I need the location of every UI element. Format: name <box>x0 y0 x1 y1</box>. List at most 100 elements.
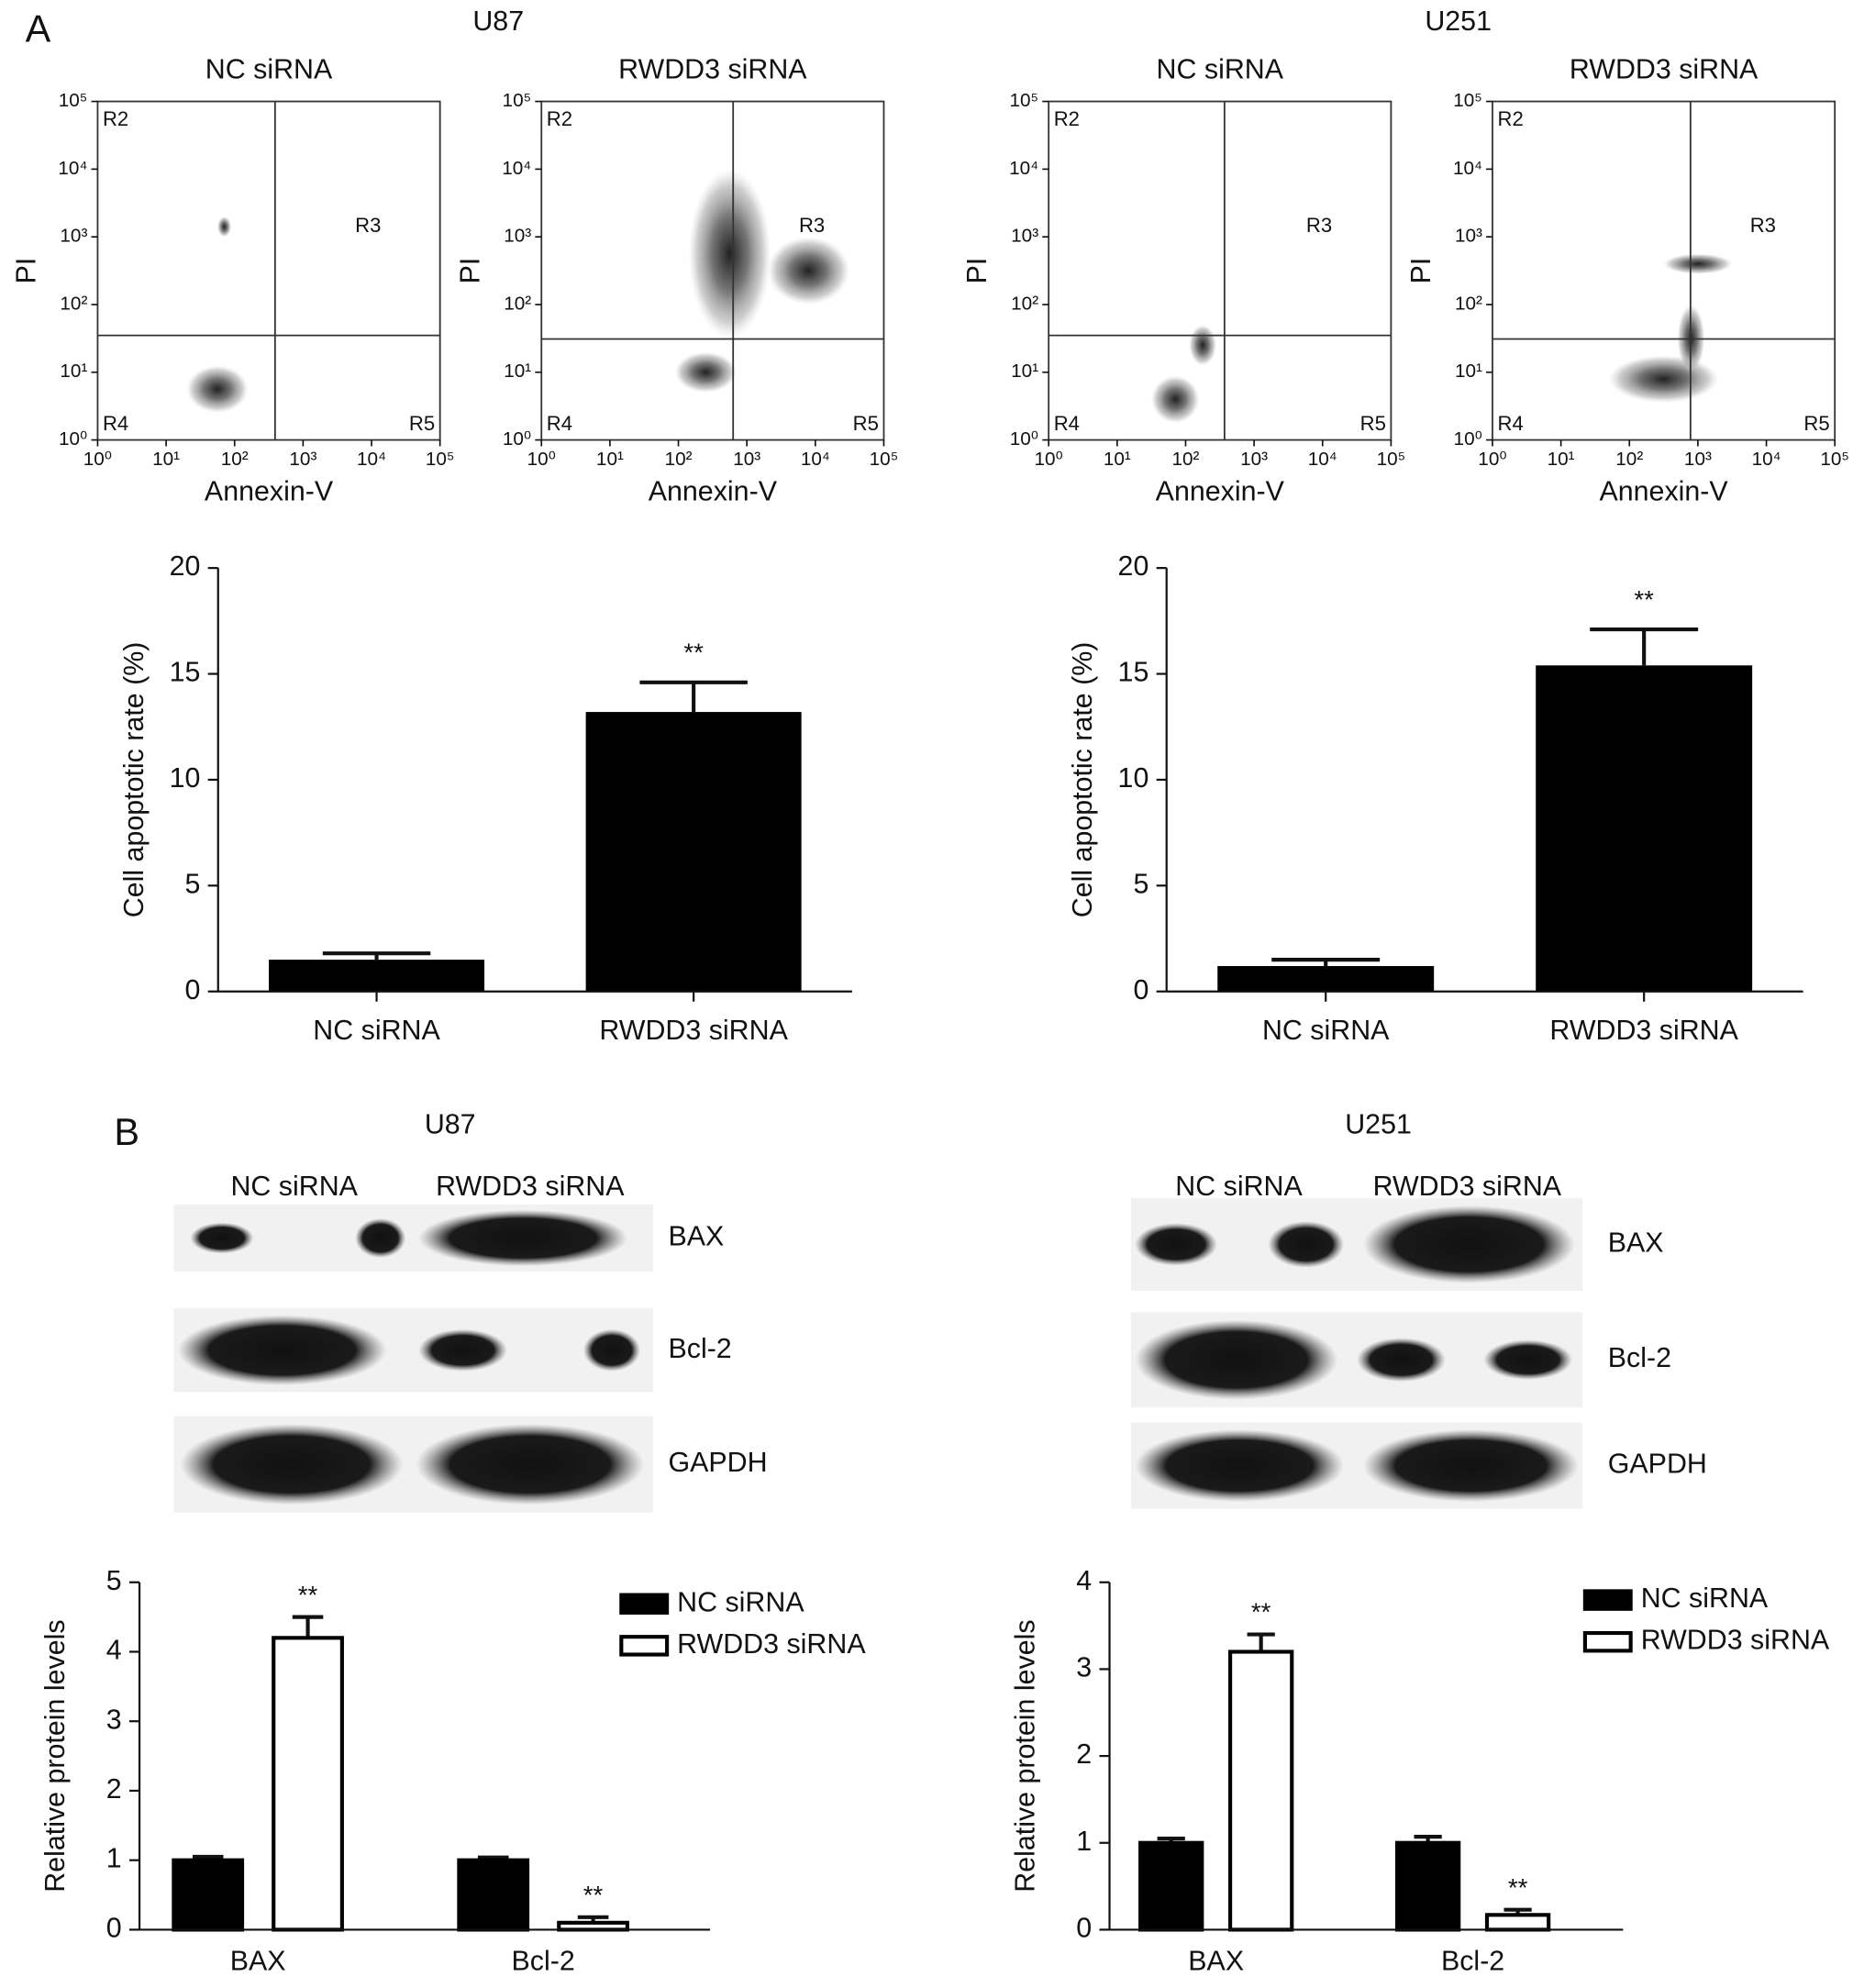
cell-cloud <box>1151 375 1200 424</box>
lane-label: RWDD3 siRNA <box>436 1171 625 1202</box>
y-tick-label: 10³ <box>504 226 531 247</box>
quadrant-label: R3 <box>355 214 381 237</box>
bar <box>1394 1840 1461 1932</box>
plot-title: NC siRNA <box>1157 53 1284 84</box>
quadrant-label: R5 <box>409 412 435 435</box>
quadrant-label: R3 <box>799 214 825 237</box>
y-tick-label: 20 <box>170 550 201 582</box>
x-tick-label: 10¹ <box>596 449 624 470</box>
y-tick-label: 5 <box>106 1565 122 1596</box>
x-tick-label: 10³ <box>733 449 760 470</box>
x-tick-label: 10¹ <box>152 449 180 470</box>
quadrant-label: R5 <box>1360 412 1386 435</box>
y-tick-label: 10¹ <box>60 361 87 382</box>
bar <box>269 960 485 992</box>
band-label: BAX <box>1608 1227 1664 1258</box>
y-axis-label: PI <box>1405 258 1437 284</box>
lane-label: NC siRNA <box>1175 1171 1303 1202</box>
quadrant-label: R2 <box>1054 107 1080 130</box>
blot-band <box>355 1218 406 1259</box>
x-axis-label: Annexin-V <box>1156 476 1285 507</box>
cell-line-title: U251 <box>1345 1108 1412 1139</box>
legend-swatch <box>619 1635 670 1657</box>
y-tick-label: 10² <box>1455 293 1482 314</box>
cell-line-title: U87 <box>472 6 524 37</box>
x-tick-label: NC siRNA <box>1262 1015 1390 1046</box>
y-tick-label: 0 <box>1076 1912 1092 1943</box>
plot-frame <box>540 100 885 441</box>
quadrant-label: R2 <box>103 107 128 130</box>
x-tick-label: 10⁴ <box>801 449 830 470</box>
y-tick-label: 10⁵ <box>59 90 88 111</box>
y-tick-label: 10⁴ <box>502 158 531 179</box>
blot-band <box>180 1424 404 1505</box>
quadrant-label: R4 <box>103 412 128 435</box>
legend-swatch <box>619 1593 670 1615</box>
y-axis-label: PI <box>454 258 485 284</box>
y-axis-label: Cell apoptotic rate (%) <box>118 642 150 918</box>
plot-frame <box>1492 100 1836 441</box>
y-tick-label: 10 <box>1118 762 1149 794</box>
bar <box>1228 1649 1294 1932</box>
x-tick-label: 10⁵ <box>870 449 899 470</box>
blot-band <box>1483 1339 1573 1380</box>
y-tick-label: 10³ <box>1011 226 1038 247</box>
y-tick-label: 10² <box>60 293 87 314</box>
blot-band <box>1362 1205 1575 1283</box>
x-tick-label: 10³ <box>289 449 316 470</box>
x-tick-label: BAX <box>1188 1945 1244 1976</box>
blot-band <box>1135 1223 1218 1266</box>
x-tick-label: 10³ <box>1684 449 1712 470</box>
blot-band <box>1362 1429 1579 1503</box>
blot-band <box>582 1328 641 1372</box>
bar <box>272 1636 344 1932</box>
cell-cloud <box>217 217 231 238</box>
bar <box>1536 665 1753 992</box>
band-label: Bcl-2 <box>668 1333 731 1364</box>
x-tick-label: 10⁵ <box>1377 449 1406 470</box>
cell-cloud <box>674 351 737 393</box>
y-tick-label: 10¹ <box>1011 361 1038 382</box>
plot-title: RWDD3 siRNA <box>618 53 807 84</box>
y-axis-label: Cell apoptotic rate (%) <box>1067 642 1098 918</box>
y-tick-label: 10⁴ <box>1453 158 1482 179</box>
panel-label: B <box>114 1110 139 1153</box>
y-tick-label: 5 <box>184 868 200 899</box>
y-tick-label: 15 <box>1118 657 1149 688</box>
cell-cloud <box>767 237 850 305</box>
panel-label: A <box>26 7 51 50</box>
y-tick-label: 10⁴ <box>58 158 87 179</box>
x-axis-label: Annexin-V <box>205 476 334 507</box>
x-tick-label: Bcl-2 <box>512 1945 575 1976</box>
x-tick-label: RWDD3 siRNA <box>1549 1015 1738 1046</box>
cell-line-title: U87 <box>425 1108 476 1139</box>
y-tick-label: 1 <box>1076 1826 1092 1857</box>
band-label: Bcl-2 <box>1608 1342 1671 1373</box>
x-tick-label: Bcl-2 <box>1441 1945 1504 1976</box>
y-axis-label: Relative protein levels <box>1010 1619 1041 1892</box>
blot-band <box>1357 1338 1446 1383</box>
x-tick-label: 10¹ <box>1104 449 1131 470</box>
y-tick-label: 10⁵ <box>1009 90 1038 111</box>
band-label: GAPDH <box>1608 1449 1707 1480</box>
quadrant-label: R3 <box>1306 214 1332 237</box>
y-tick-label: 10³ <box>1455 226 1482 247</box>
x-axis-label: Annexin-V <box>1599 476 1728 507</box>
y-tick-label: 10³ <box>60 226 87 247</box>
blot-band <box>190 1222 254 1254</box>
y-tick-label: 0 <box>1133 974 1148 1005</box>
significance-label: ** <box>683 639 704 667</box>
y-tick-label: 2 <box>1076 1738 1092 1770</box>
quadrant-label: R5 <box>853 412 879 435</box>
legend-label: RWDD3 siRNA <box>677 1628 866 1660</box>
y-tick-label: 10⁰ <box>1010 428 1038 450</box>
y-tick-label: 3 <box>106 1704 122 1735</box>
x-tick-label: 10² <box>1615 449 1643 470</box>
quadrant-label: R2 <box>1498 107 1524 130</box>
quadrant-label: R4 <box>1054 412 1080 435</box>
blot-band <box>1135 1319 1338 1400</box>
x-tick-label: 10⁰ <box>1034 449 1062 470</box>
y-axis-label: PI <box>961 258 993 284</box>
